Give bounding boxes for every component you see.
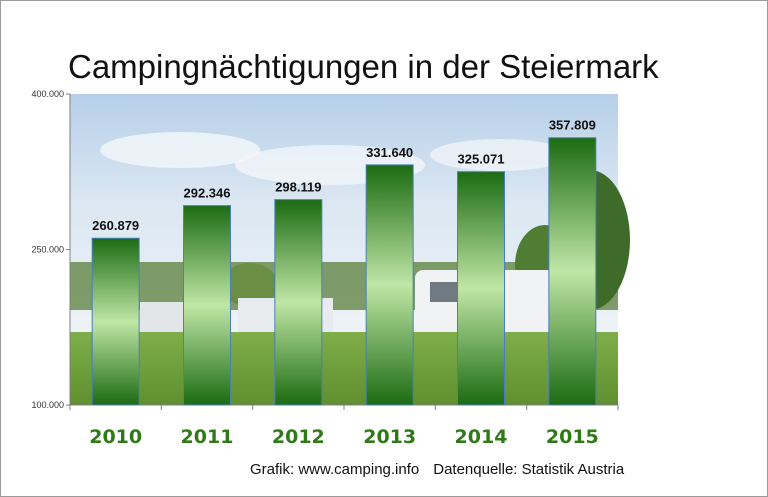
data-label: 298.119: [275, 180, 321, 195]
bars: [91, 137, 597, 406]
chart-title: Campingnächtigungen in der Steiermark: [68, 48, 659, 85]
bar-2011: [183, 205, 231, 406]
x-tick-label: 2012: [272, 426, 325, 448]
bar-2014: [457, 171, 505, 406]
caravan: [140, 302, 185, 332]
x-tick-label: 2013: [363, 426, 416, 448]
x-tick-label: 2010: [89, 426, 142, 448]
cloud: [430, 139, 570, 171]
source-note: Grafik: www.camping.info Datenquelle: Sta…: [250, 461, 624, 478]
data-label: 325.071: [458, 152, 505, 167]
data-label: 292.346: [184, 186, 231, 201]
y-tick-label: 100.000: [31, 400, 64, 410]
cloud: [100, 132, 260, 168]
tree: [222, 263, 278, 307]
bar-2012: [274, 199, 323, 406]
data-source: Datenquelle: Statistik Austria: [433, 461, 625, 478]
x-ticks: [69, 405, 619, 410]
grass: [70, 332, 618, 405]
bar-2013: [365, 164, 414, 406]
x-tick-label: 2011: [181, 426, 234, 448]
campsite-background-photo: [70, 94, 630, 405]
bar-2015: [548, 137, 597, 406]
data-labels: 260.879 292.346 298.119 331.640 325.071 357.8…: [92, 118, 596, 233]
data-label: 331.640: [366, 145, 413, 160]
y-tick-label: 250.000: [31, 245, 64, 255]
x-tick-label: 2014: [455, 426, 508, 448]
y-tick-label: 400.000: [31, 89, 64, 99]
data-label: 357.809: [549, 118, 596, 133]
graphic-credit: Grafik: www.camping.info: [250, 461, 420, 478]
data-label: 260.879: [92, 218, 139, 233]
category-labels: 2010 2011 2012 2013 2014 2015: [89, 426, 599, 448]
bar-2010: [91, 237, 140, 406]
x-tick-label: 2015: [546, 426, 599, 448]
y-ticks: 100.000 250.000 400.000: [31, 89, 70, 410]
